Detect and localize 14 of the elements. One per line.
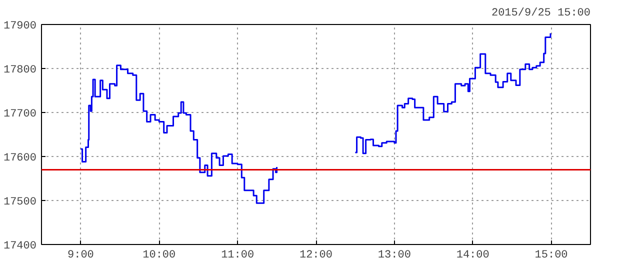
x-tick-label: 12:00 [299, 250, 333, 262]
y-tick-label: 17400 [3, 240, 37, 252]
x-tick-label: 10:00 [142, 250, 176, 262]
y-tick-label: 17800 [3, 64, 37, 76]
y-tick-label: 17700 [3, 108, 37, 120]
x-tick-label: 14:00 [456, 250, 490, 262]
x-tick-label: 9:00 [68, 250, 94, 262]
y-tick-label: 17600 [3, 152, 37, 164]
y-tick-label: 17500 [3, 196, 37, 208]
x-tick-label: 11:00 [221, 250, 254, 262]
x-tick-label: 15:00 [534, 250, 568, 262]
chart-subtitle: 2015/9/25 15:00 [491, 8, 591, 20]
x-tick-label: 13:00 [378, 250, 411, 262]
y-tick-label: 17900 [3, 20, 37, 32]
